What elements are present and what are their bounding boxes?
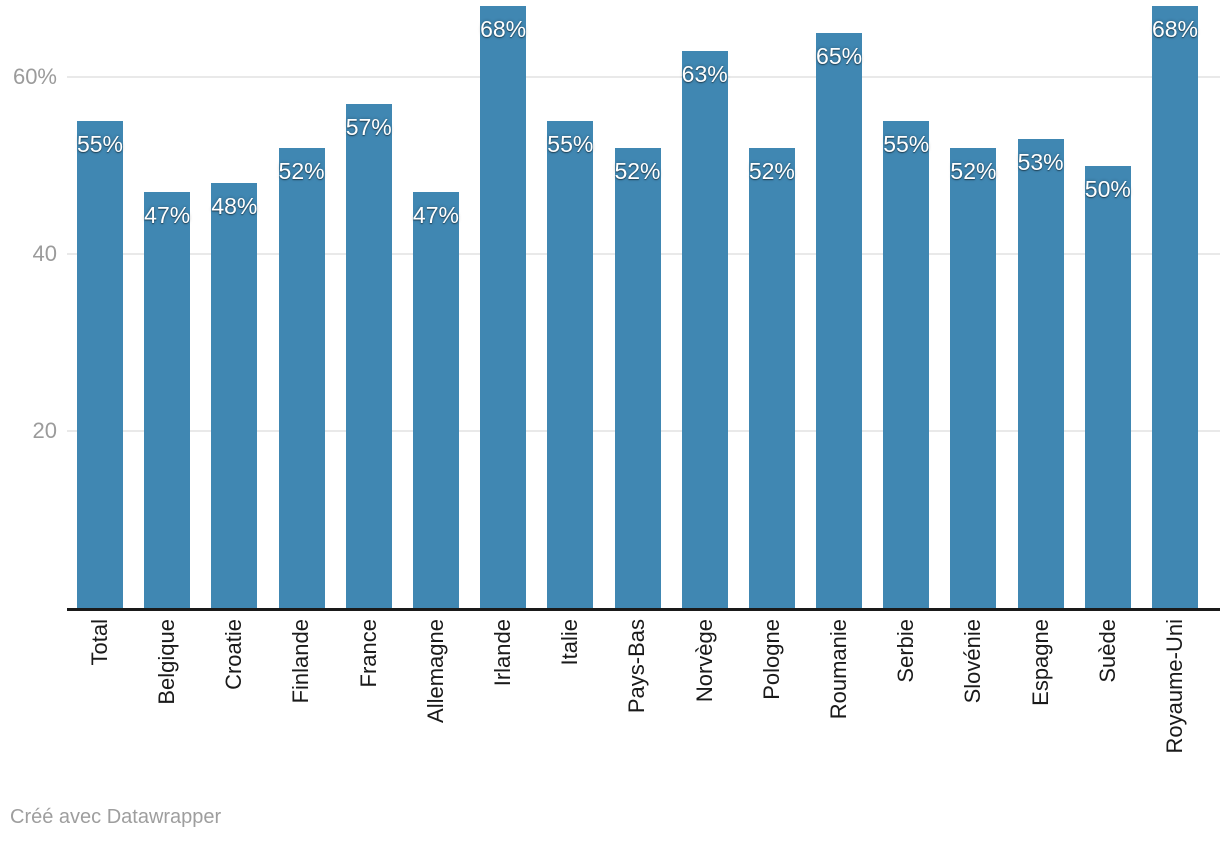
bar-espagne[interactable]: 53%	[1018, 139, 1064, 608]
bar-roumanie[interactable]: 65%	[816, 32, 863, 608]
x-axis-label: Serbie	[893, 619, 919, 683]
bar-total[interactable]: 55%	[77, 121, 123, 608]
bar-allemagne[interactable]: 47%	[413, 192, 459, 608]
y-axis-tick-label: 40	[32, 241, 57, 266]
gridline	[67, 76, 1220, 78]
x-axis-label: Espagne	[1027, 619, 1053, 706]
x-axis-label: Italie	[557, 619, 583, 666]
x-axis-label: Pays-Bas	[624, 619, 650, 714]
bar-france[interactable]: 57%	[345, 103, 392, 608]
bar-value-label: 63%	[681, 60, 728, 87]
bar-value-label: 48%	[211, 193, 258, 220]
bar-value-label: 68%	[480, 16, 527, 43]
bar-value-label: 57%	[345, 113, 392, 140]
bar-croatie[interactable]: 48%	[211, 183, 257, 608]
bar-value-label: 50%	[1084, 175, 1131, 202]
bar-value-label: 53%	[1017, 149, 1064, 175]
bar-value-label: 55%	[76, 131, 124, 158]
x-axis-label: Irlande	[490, 619, 516, 687]
x-axis-labels: Total Belgique Croatie Finlande France Allema…	[77, 619, 1198, 789]
bar-serbie[interactable]: 55%	[883, 121, 929, 608]
bar-royaume-uni[interactable]: 68%	[1152, 6, 1198, 608]
x-axis-line	[67, 608, 1220, 611]
bar-belgique[interactable]: 47%	[144, 192, 190, 608]
x-axis-label: Pologne	[758, 619, 784, 700]
bar-value-label: 52%	[278, 157, 325, 184]
x-axis-label: Roumanie	[825, 619, 851, 720]
x-axis-label: Norvège	[691, 619, 717, 703]
bar-su-de[interactable]: 50%	[1084, 165, 1131, 608]
bar-value-label: 68%	[1151, 16, 1199, 43]
bar-value-label: 55%	[883, 131, 930, 158]
bar-value-label: 47%	[144, 202, 191, 229]
x-axis-label: Finlande	[288, 619, 314, 704]
x-axis-label: Slovénie	[960, 619, 986, 704]
y-axis-tick-label: 60%	[12, 64, 57, 89]
y-axis-tick-label: 20	[32, 418, 57, 443]
x-axis-label: Belgique	[154, 619, 180, 705]
bar-norv-ge[interactable]: 63%	[681, 50, 728, 608]
x-axis-label: Allemagne	[422, 619, 448, 723]
bar-value-label: 47%	[412, 202, 459, 229]
bar-slov-nie[interactable]: 52%	[950, 147, 997, 608]
x-axis-label: Suède	[1094, 619, 1120, 683]
bar-pologne[interactable]: 52%	[748, 147, 795, 608]
x-axis-label: Total	[86, 619, 112, 666]
x-axis-label: Royaume-Uni	[1161, 619, 1187, 754]
bar-irlande[interactable]: 68%	[480, 6, 526, 608]
bar-finlande[interactable]: 52%	[278, 147, 325, 608]
x-axis-label: Croatie	[221, 619, 247, 690]
bar-value-label: 55%	[547, 131, 594, 158]
bar-value-label: 52%	[950, 157, 997, 184]
bars-layer: 55% 47% 48% 52% 57% 47% 68% 55% 52% 63% 52% 65% 55% 5…	[77, 0, 1198, 608]
bar-value-label: 52%	[748, 157, 795, 184]
x-axis-label: France	[355, 619, 381, 688]
datawrapper-credit-link[interactable]: Créé avec Datawrapper	[10, 806, 222, 828]
bar-pays-bas[interactable]: 52%	[614, 147, 661, 608]
bar-value-label: 65%	[816, 42, 863, 69]
bar-italie[interactable]: 55%	[547, 121, 593, 608]
bar-value-label: 52%	[614, 157, 661, 184]
